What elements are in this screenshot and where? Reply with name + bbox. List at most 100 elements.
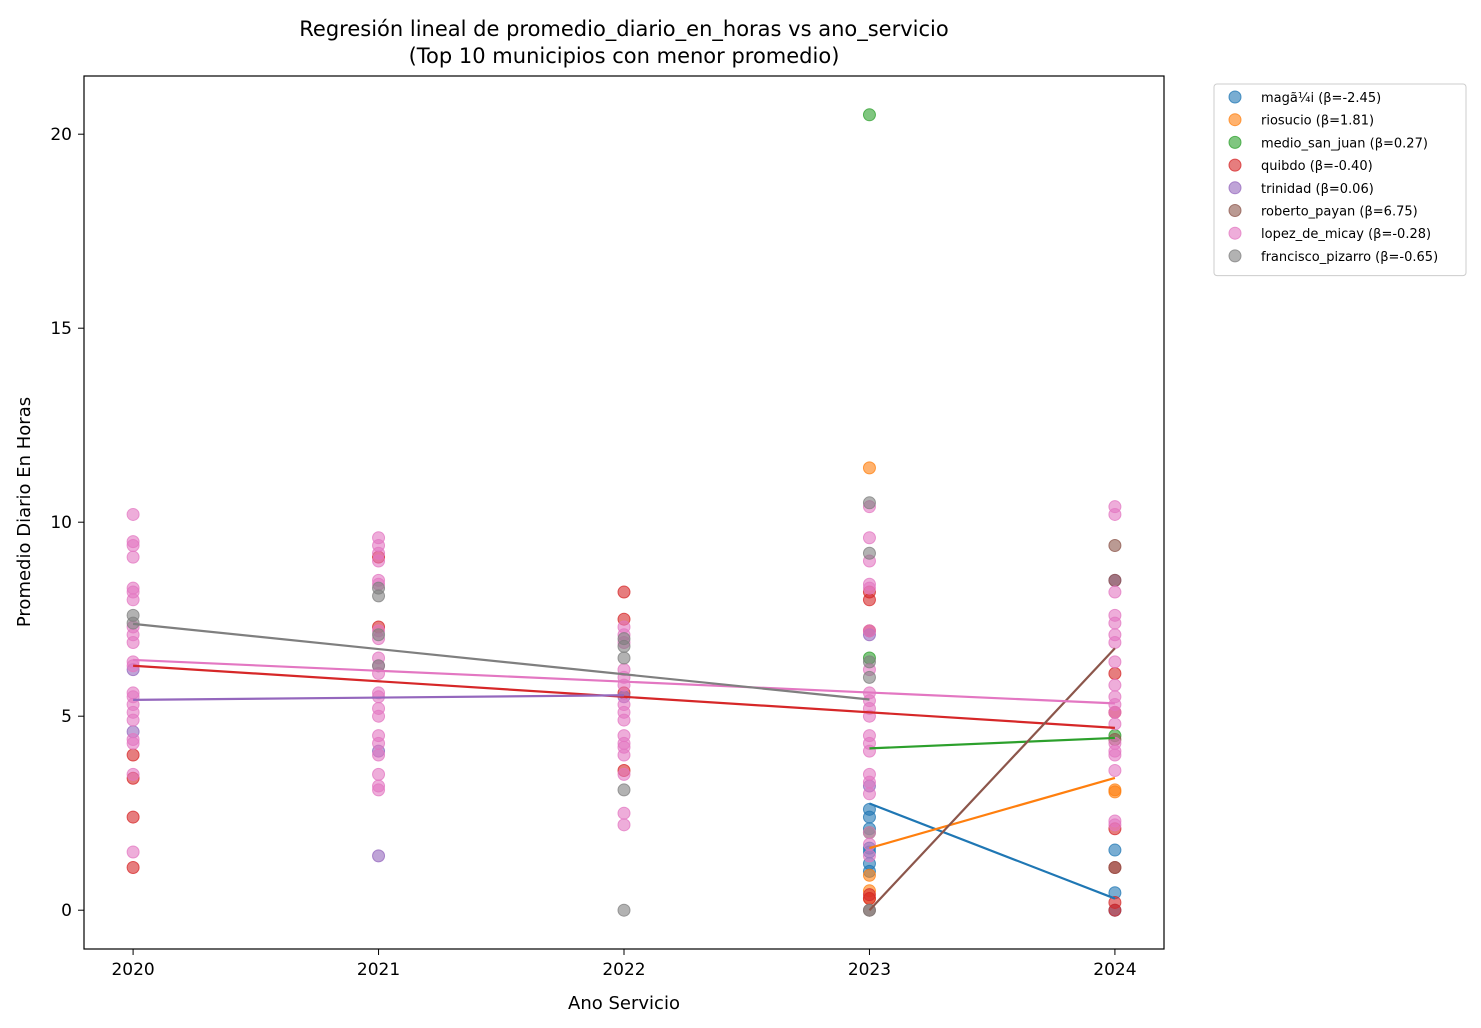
data-point bbox=[862, 868, 876, 882]
data-point bbox=[862, 670, 876, 684]
data-point bbox=[126, 748, 140, 762]
data-point bbox=[1108, 585, 1122, 599]
legend-marker bbox=[1228, 204, 1242, 217]
data-point bbox=[862, 624, 876, 638]
data-point bbox=[126, 635, 140, 649]
regression-line bbox=[868, 647, 1116, 911]
data-point bbox=[126, 810, 140, 824]
data-point bbox=[372, 748, 386, 762]
data-point bbox=[617, 585, 631, 599]
data-point bbox=[126, 713, 140, 727]
legend: magã¼i (β=-2.45) riosucio (β=1.81) medio_s… bbox=[1213, 83, 1467, 277]
legend-marker bbox=[1228, 181, 1242, 195]
data-point bbox=[862, 496, 876, 510]
x-tick-label: 2021 bbox=[357, 960, 400, 980]
legend-marker bbox=[1228, 113, 1242, 127]
legend-label: lopez_de_micay (β=-0.28) bbox=[1261, 227, 1431, 242]
data-point bbox=[862, 581, 876, 595]
data-point bbox=[862, 531, 876, 545]
legend-label: riosucio (β=1.81) bbox=[1261, 114, 1374, 129]
data-point bbox=[126, 861, 140, 875]
data-point bbox=[126, 767, 140, 781]
data-point bbox=[617, 783, 631, 797]
plot-area bbox=[126, 108, 1122, 917]
data-point bbox=[1108, 538, 1122, 552]
data-point bbox=[862, 461, 876, 475]
data-point bbox=[126, 736, 140, 750]
data-point bbox=[126, 507, 140, 521]
x-tick-label: 2020 bbox=[111, 960, 154, 980]
legend-marker bbox=[1228, 249, 1242, 263]
regression-line bbox=[133, 694, 625, 702]
data-point bbox=[862, 892, 876, 906]
regression-line bbox=[869, 802, 1116, 900]
data-point bbox=[862, 108, 876, 122]
legend-label: francisco_pizarro (β=-0.65) bbox=[1261, 250, 1438, 265]
legend-frame bbox=[1213, 83, 1467, 277]
data-point bbox=[862, 837, 876, 851]
regression-line bbox=[133, 664, 1115, 729]
data-point bbox=[862, 775, 876, 789]
legend-label: magã¼i (β=-2.45) bbox=[1261, 91, 1381, 106]
data-point bbox=[126, 550, 140, 564]
data-point bbox=[617, 767, 631, 781]
data-point bbox=[1108, 616, 1122, 630]
legend-label: trinidad (β=0.06) bbox=[1261, 182, 1374, 197]
legend-label: quibdo (β=-0.40) bbox=[1261, 159, 1373, 174]
data-point bbox=[1108, 635, 1122, 649]
data-point bbox=[617, 748, 631, 762]
data-point bbox=[1108, 843, 1122, 857]
data-point bbox=[1108, 785, 1122, 799]
data-point bbox=[1108, 903, 1122, 917]
data-point bbox=[617, 713, 631, 727]
data-point bbox=[372, 628, 386, 642]
data-point bbox=[126, 593, 140, 607]
legend-marker bbox=[1228, 90, 1242, 104]
axis-ticks: 2020 2021 2022 2023 2024 0 5 10 15 20 bbox=[50, 125, 1136, 980]
data-point bbox=[1108, 573, 1122, 587]
y-axis-label: Promedio Diario En Horas bbox=[14, 397, 35, 627]
y-tick-label: 20 bbox=[50, 125, 72, 145]
data-point bbox=[372, 554, 386, 568]
data-point bbox=[1108, 678, 1122, 692]
data-point bbox=[1108, 507, 1122, 521]
data-point bbox=[862, 810, 876, 824]
regression-line bbox=[869, 776, 1116, 850]
x-axis-label: Ano Servicio bbox=[568, 993, 680, 1014]
data-point bbox=[126, 616, 140, 630]
legend-label: roberto_payan (β=6.75) bbox=[1261, 205, 1418, 220]
data-point bbox=[617, 806, 631, 820]
y-tick-label: 10 bbox=[50, 513, 72, 533]
data-point bbox=[126, 538, 140, 552]
data-point bbox=[862, 593, 876, 607]
data-point bbox=[617, 651, 631, 665]
data-point bbox=[862, 655, 876, 669]
x-tick-label: 2022 bbox=[602, 960, 645, 980]
chart-subtitle: (Top 10 municipios con menor promedio) bbox=[409, 44, 840, 68]
data-point bbox=[372, 589, 386, 603]
data-point bbox=[372, 849, 386, 863]
data-point bbox=[617, 818, 631, 832]
data-point bbox=[617, 903, 631, 917]
data-point bbox=[862, 787, 876, 801]
series-roberto_payan-points bbox=[862, 538, 1122, 917]
legend-marker bbox=[1228, 226, 1242, 240]
x-tick-label: 2024 bbox=[1093, 960, 1136, 980]
legend-marker bbox=[1228, 135, 1242, 149]
series-medio_san_juan-points bbox=[862, 108, 1122, 840]
data-point bbox=[372, 783, 386, 797]
series-magi-points bbox=[862, 802, 1122, 917]
data-point bbox=[1108, 705, 1122, 719]
data-point bbox=[1108, 861, 1122, 875]
data-point bbox=[1108, 748, 1122, 762]
data-point bbox=[862, 826, 876, 840]
data-point bbox=[372, 736, 386, 750]
y-tick-label: 0 bbox=[61, 901, 72, 921]
data-point bbox=[862, 546, 876, 560]
y-tick-label: 5 bbox=[61, 707, 72, 727]
data-point bbox=[1108, 764, 1122, 778]
regression-line bbox=[133, 658, 1115, 705]
x-tick-label: 2023 bbox=[848, 960, 891, 980]
data-point bbox=[1108, 667, 1122, 681]
